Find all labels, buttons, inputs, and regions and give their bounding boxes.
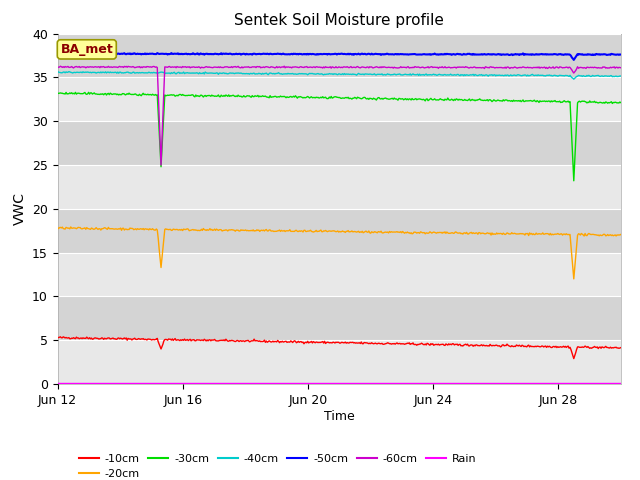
- X-axis label: Time: Time: [324, 409, 355, 422]
- Y-axis label: VWC: VWC: [12, 192, 26, 225]
- Legend: -10cm, -20cm, -30cm, -40cm, -50cm, -60cm, Rain: -10cm, -20cm, -30cm, -40cm, -50cm, -60cm…: [74, 449, 481, 480]
- Bar: [58, 209, 621, 252]
- Bar: [58, 121, 621, 165]
- Bar: [58, 34, 621, 77]
- Bar: [58, 340, 621, 384]
- Title: Sentek Soil Moisture profile: Sentek Soil Moisture profile: [234, 13, 444, 28]
- Bar: [58, 252, 621, 296]
- Bar: [58, 165, 621, 209]
- Bar: [58, 77, 621, 121]
- Text: BA_met: BA_met: [60, 43, 113, 56]
- Bar: [58, 296, 621, 340]
